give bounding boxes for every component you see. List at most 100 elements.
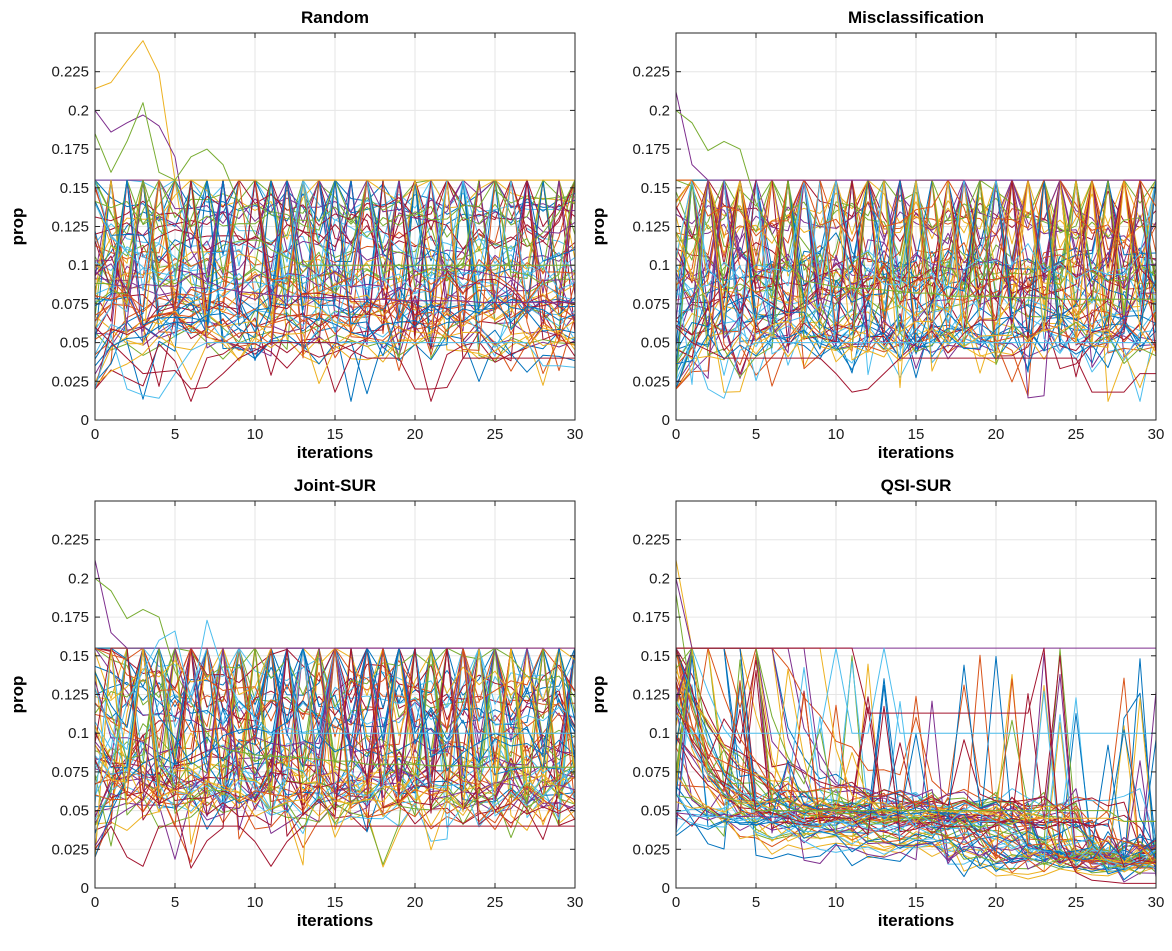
y-tick-label: 0.175 — [632, 141, 670, 158]
y-axis-label: prop — [8, 676, 27, 714]
series-line — [676, 179, 1156, 328]
series-group — [676, 559, 1156, 884]
y-tick-label: 0 — [662, 880, 670, 897]
series-line — [95, 179, 575, 357]
series-line — [676, 678, 1156, 864]
y-tick-label: 0.225 — [632, 64, 670, 81]
series-line — [95, 619, 575, 796]
series-line — [676, 326, 1156, 393]
chart-title: Misclassification — [848, 8, 984, 27]
chart-title: QSI-SUR — [881, 476, 952, 495]
series-line — [95, 647, 575, 738]
x-tick-label: 25 — [1068, 894, 1085, 911]
series-line — [95, 179, 575, 319]
series-line — [676, 647, 1156, 865]
series-line — [676, 110, 1156, 300]
x-tick-label: 15 — [908, 426, 925, 443]
series-line — [676, 714, 1156, 866]
y-tick-label: 0.2 — [649, 570, 670, 587]
x-tick-label: 25 — [1068, 426, 1085, 443]
y-tick-label: 0.125 — [632, 687, 670, 704]
x-tick-label: 20 — [988, 426, 1005, 443]
series-line — [95, 559, 575, 649]
series-line — [95, 179, 575, 330]
y-tick-label: 0.05 — [641, 803, 670, 820]
series-line — [676, 179, 1156, 304]
series-line — [676, 647, 1156, 859]
x-tick-label: 5 — [752, 426, 760, 443]
y-tick-label: 0.075 — [632, 764, 670, 781]
series-line — [676, 179, 1156, 325]
y-tick-label: 0.1 — [649, 257, 670, 274]
series-line — [676, 179, 1156, 402]
y-tick-label: 0.15 — [60, 648, 89, 665]
y-tick-label: 0.175 — [51, 609, 89, 626]
y-tick-label: 0 — [81, 412, 89, 429]
y-tick-label: 0.2 — [68, 102, 89, 119]
chart-title: Random — [301, 8, 369, 27]
y-tick-label: 0.15 — [60, 180, 89, 197]
x-tick-label: 20 — [407, 894, 424, 911]
x-axis-label: iterations — [297, 443, 374, 462]
y-tick-label: 0.2 — [649, 102, 670, 119]
y-tick-label: 0.075 — [51, 296, 89, 313]
x-tick-label: 0 — [91, 426, 99, 443]
x-tick-label: 10 — [828, 426, 845, 443]
chart-title: Joint-SUR — [294, 476, 376, 495]
series-line — [676, 179, 1156, 345]
x-tick-label: 10 — [247, 426, 264, 443]
series-line — [95, 102, 575, 266]
series-line — [95, 647, 575, 710]
series-line — [95, 179, 575, 281]
y-tick-label: 0.05 — [60, 335, 89, 352]
series-line — [676, 774, 1156, 873]
series-line — [95, 647, 575, 826]
series-line — [95, 179, 575, 262]
series-line — [95, 825, 575, 867]
y-axis-label: prop — [589, 676, 608, 714]
y-tick-label: 0.225 — [51, 64, 89, 81]
x-tick-label: 0 — [672, 894, 680, 911]
series-line — [95, 179, 575, 322]
y-tick-label: 0.125 — [51, 687, 89, 704]
y-tick-label: 0.175 — [632, 609, 670, 626]
y-tick-label: 0 — [81, 880, 89, 897]
series-line — [95, 326, 575, 390]
x-axis-label: iterations — [878, 443, 955, 462]
y-tick-label: 0.025 — [632, 841, 670, 858]
y-tick-label: 0.2 — [68, 570, 89, 587]
series-line — [676, 342, 1156, 399]
series-line — [95, 647, 575, 817]
series-group — [676, 91, 1156, 402]
series-line — [95, 647, 575, 817]
series-line — [676, 179, 1156, 371]
series-line — [95, 578, 575, 768]
x-tick-label: 20 — [988, 894, 1005, 911]
series-line — [95, 179, 575, 297]
series-line — [676, 179, 1156, 287]
series-line — [676, 593, 1156, 822]
series-line — [95, 179, 575, 322]
subplot-4: 0 5 10 15 20 25 30 0 0.025 0.05 0.075 0.1 0.125 0.15 0… — [589, 476, 1164, 930]
x-tick-label: 30 — [1148, 426, 1165, 443]
series-line — [676, 179, 1156, 383]
y-tick-label: 0 — [662, 412, 670, 429]
series-line — [95, 647, 575, 772]
y-tick-label: 0.225 — [632, 532, 670, 549]
series-line — [676, 179, 1156, 242]
x-tick-label: 15 — [908, 894, 925, 911]
series-group — [95, 559, 575, 869]
x-tick-label: 30 — [567, 426, 584, 443]
series-line — [95, 179, 575, 279]
y-tick-label: 0.15 — [641, 648, 670, 665]
series-group — [95, 40, 575, 402]
series-line — [676, 680, 1156, 866]
series-line — [95, 647, 575, 858]
x-tick-label: 0 — [672, 426, 680, 443]
series-line — [676, 673, 1156, 867]
x-tick-label: 30 — [567, 894, 584, 911]
x-tick-label: 20 — [407, 426, 424, 443]
y-tick-label: 0.025 — [51, 373, 89, 390]
y-tick-label: 0.125 — [51, 219, 89, 236]
